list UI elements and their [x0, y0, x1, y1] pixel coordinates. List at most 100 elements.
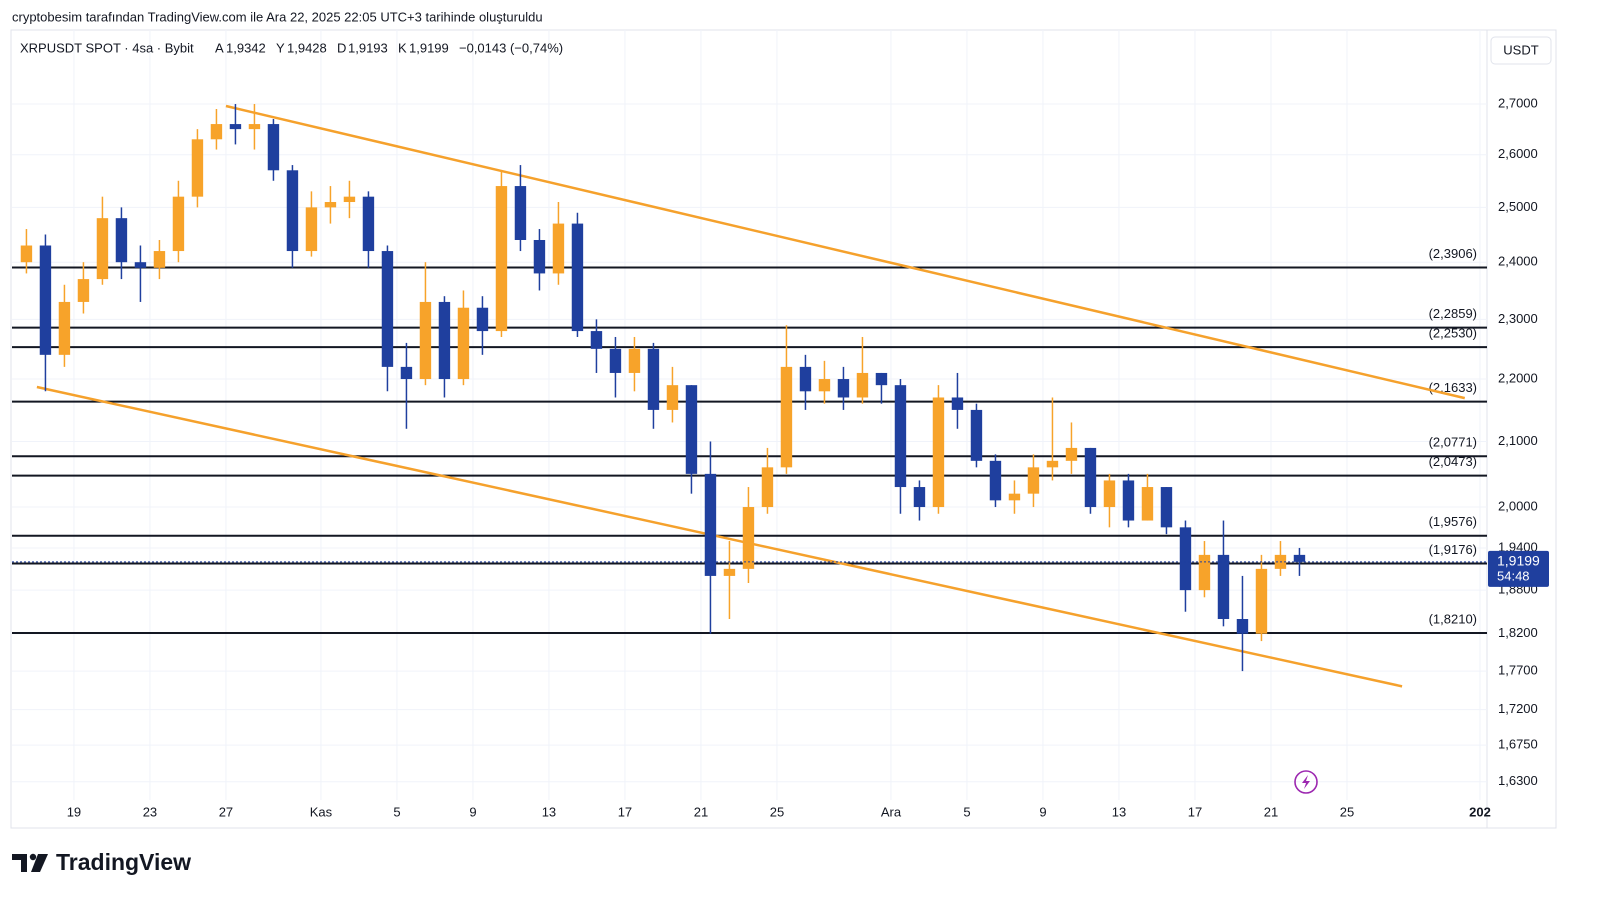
ohlc-value: 1,9199	[409, 40, 449, 55]
y-tick-label: 2,6000	[1498, 146, 1538, 161]
candle-body	[305, 207, 318, 252]
event-icon[interactable]	[1294, 770, 1318, 794]
candle-body	[324, 202, 337, 208]
candle-body	[666, 385, 679, 410]
chart-frame	[10, 29, 1557, 829]
candle-body	[1198, 554, 1211, 591]
candle-body	[1084, 447, 1097, 508]
y-tick-label: 1,6750	[1498, 737, 1538, 752]
ohlc-key: D	[337, 40, 346, 55]
candle-body	[609, 348, 622, 373]
candle-body	[704, 473, 717, 576]
level-label: (2,2859)	[1429, 306, 1477, 321]
candle-body	[818, 379, 831, 392]
y-tick-label: 2,7000	[1498, 95, 1538, 110]
candle-body	[552, 223, 565, 274]
x-tick-label: Kas	[310, 804, 333, 819]
event-bolt	[1302, 775, 1310, 789]
brand-logo	[12, 853, 48, 872]
candle-body	[571, 223, 584, 332]
candle-body	[913, 487, 926, 508]
candle-body	[267, 124, 280, 171]
currency-box[interactable]	[1490, 36, 1552, 65]
candle-body	[723, 568, 736, 576]
x-tick-label: 27	[219, 804, 233, 819]
y-tick-label: 1,6300	[1498, 773, 1538, 788]
candle-body	[457, 307, 470, 380]
candle-body	[533, 239, 546, 274]
header: cryptobesim tarafından TradingView.com i…	[12, 9, 543, 24]
y-tick-label: 2,3000	[1498, 311, 1538, 326]
candle-body	[115, 218, 128, 263]
x-tick-label: Ara	[881, 804, 902, 819]
candle-body	[419, 301, 432, 380]
candle-body	[1293, 554, 1306, 562]
candle-body	[77, 279, 90, 302]
level-label: (2,2530)	[1429, 326, 1477, 341]
candle-body	[362, 196, 375, 252]
candle-body	[647, 348, 660, 410]
y-tick-label: 1,7700	[1498, 663, 1538, 678]
x-tick-label: 13	[1112, 804, 1126, 819]
brand: TradingView	[56, 849, 191, 875]
candle-body	[590, 331, 603, 349]
x-tick-label: 21	[694, 804, 708, 819]
candle-body	[286, 170, 299, 252]
candle-body	[951, 397, 964, 410]
candle-body	[894, 385, 907, 488]
candle-body	[761, 467, 774, 508]
candle-body	[1141, 487, 1154, 521]
candle-body	[1122, 480, 1135, 521]
candle-body	[628, 348, 641, 373]
ohlc-value: 1,9342	[226, 40, 266, 55]
x-tick-label: 9	[469, 804, 476, 819]
candle-body	[438, 301, 451, 380]
candle-body	[381, 251, 394, 367]
level-label: (2,1633)	[1429, 380, 1477, 395]
level-label: (1,9576)	[1429, 514, 1477, 529]
x-tick-label: 17	[1188, 804, 1202, 819]
candle-body	[742, 507, 755, 569]
last-price-label: 1,9199	[1497, 553, 1540, 569]
y-tick-label: 1,7200	[1498, 701, 1538, 716]
candle-body	[1179, 527, 1192, 591]
candle-body	[210, 124, 223, 140]
candle-body	[1217, 554, 1230, 620]
grid	[12, 30, 1487, 800]
y-tick-label: 2,0000	[1498, 498, 1538, 513]
y-tick-label: 1,9400	[1498, 539, 1538, 554]
candle-body	[1008, 493, 1021, 501]
symbol: XRPUSDT SPOT · 4sa · Bybit	[20, 40, 194, 55]
ohlc-key: K	[398, 40, 407, 55]
y-tick-label: 2,1000	[1498, 433, 1538, 448]
candle-body	[1065, 447, 1078, 461]
y-tick-label: 1,8200	[1498, 625, 1538, 640]
candle-body	[932, 397, 945, 508]
last-price-box	[1488, 550, 1549, 587]
y-tick-label: 2,2000	[1498, 370, 1538, 385]
trendline	[36, 385, 1403, 688]
candle-body	[989, 460, 1002, 501]
currency[interactable]: USDT	[1503, 42, 1538, 57]
x-tick-label: 202	[1469, 804, 1491, 819]
x-tick-label: 17	[618, 804, 632, 819]
ohlc-value: 1,9193	[348, 40, 388, 55]
x-tick-label: 25	[770, 804, 784, 819]
ohlc-key: Y	[276, 40, 285, 55]
candle-body	[248, 124, 261, 130]
trendline	[225, 104, 1466, 400]
logo-part	[29, 853, 37, 861]
change: −0,0143 (−0,74%)	[459, 40, 563, 55]
candle-body	[1160, 487, 1173, 528]
ohlc-value: 1,9428	[287, 40, 327, 55]
candle-body	[134, 262, 147, 268]
level-label: (2,0473)	[1429, 454, 1477, 469]
candle-body	[685, 385, 698, 474]
candle-body	[400, 366, 413, 380]
level-label: (2,3906)	[1429, 246, 1477, 261]
candle-body	[1255, 568, 1268, 634]
candle-body	[153, 251, 166, 268]
candle-body	[799, 366, 812, 392]
y-tick-label: 2,5000	[1498, 199, 1538, 214]
